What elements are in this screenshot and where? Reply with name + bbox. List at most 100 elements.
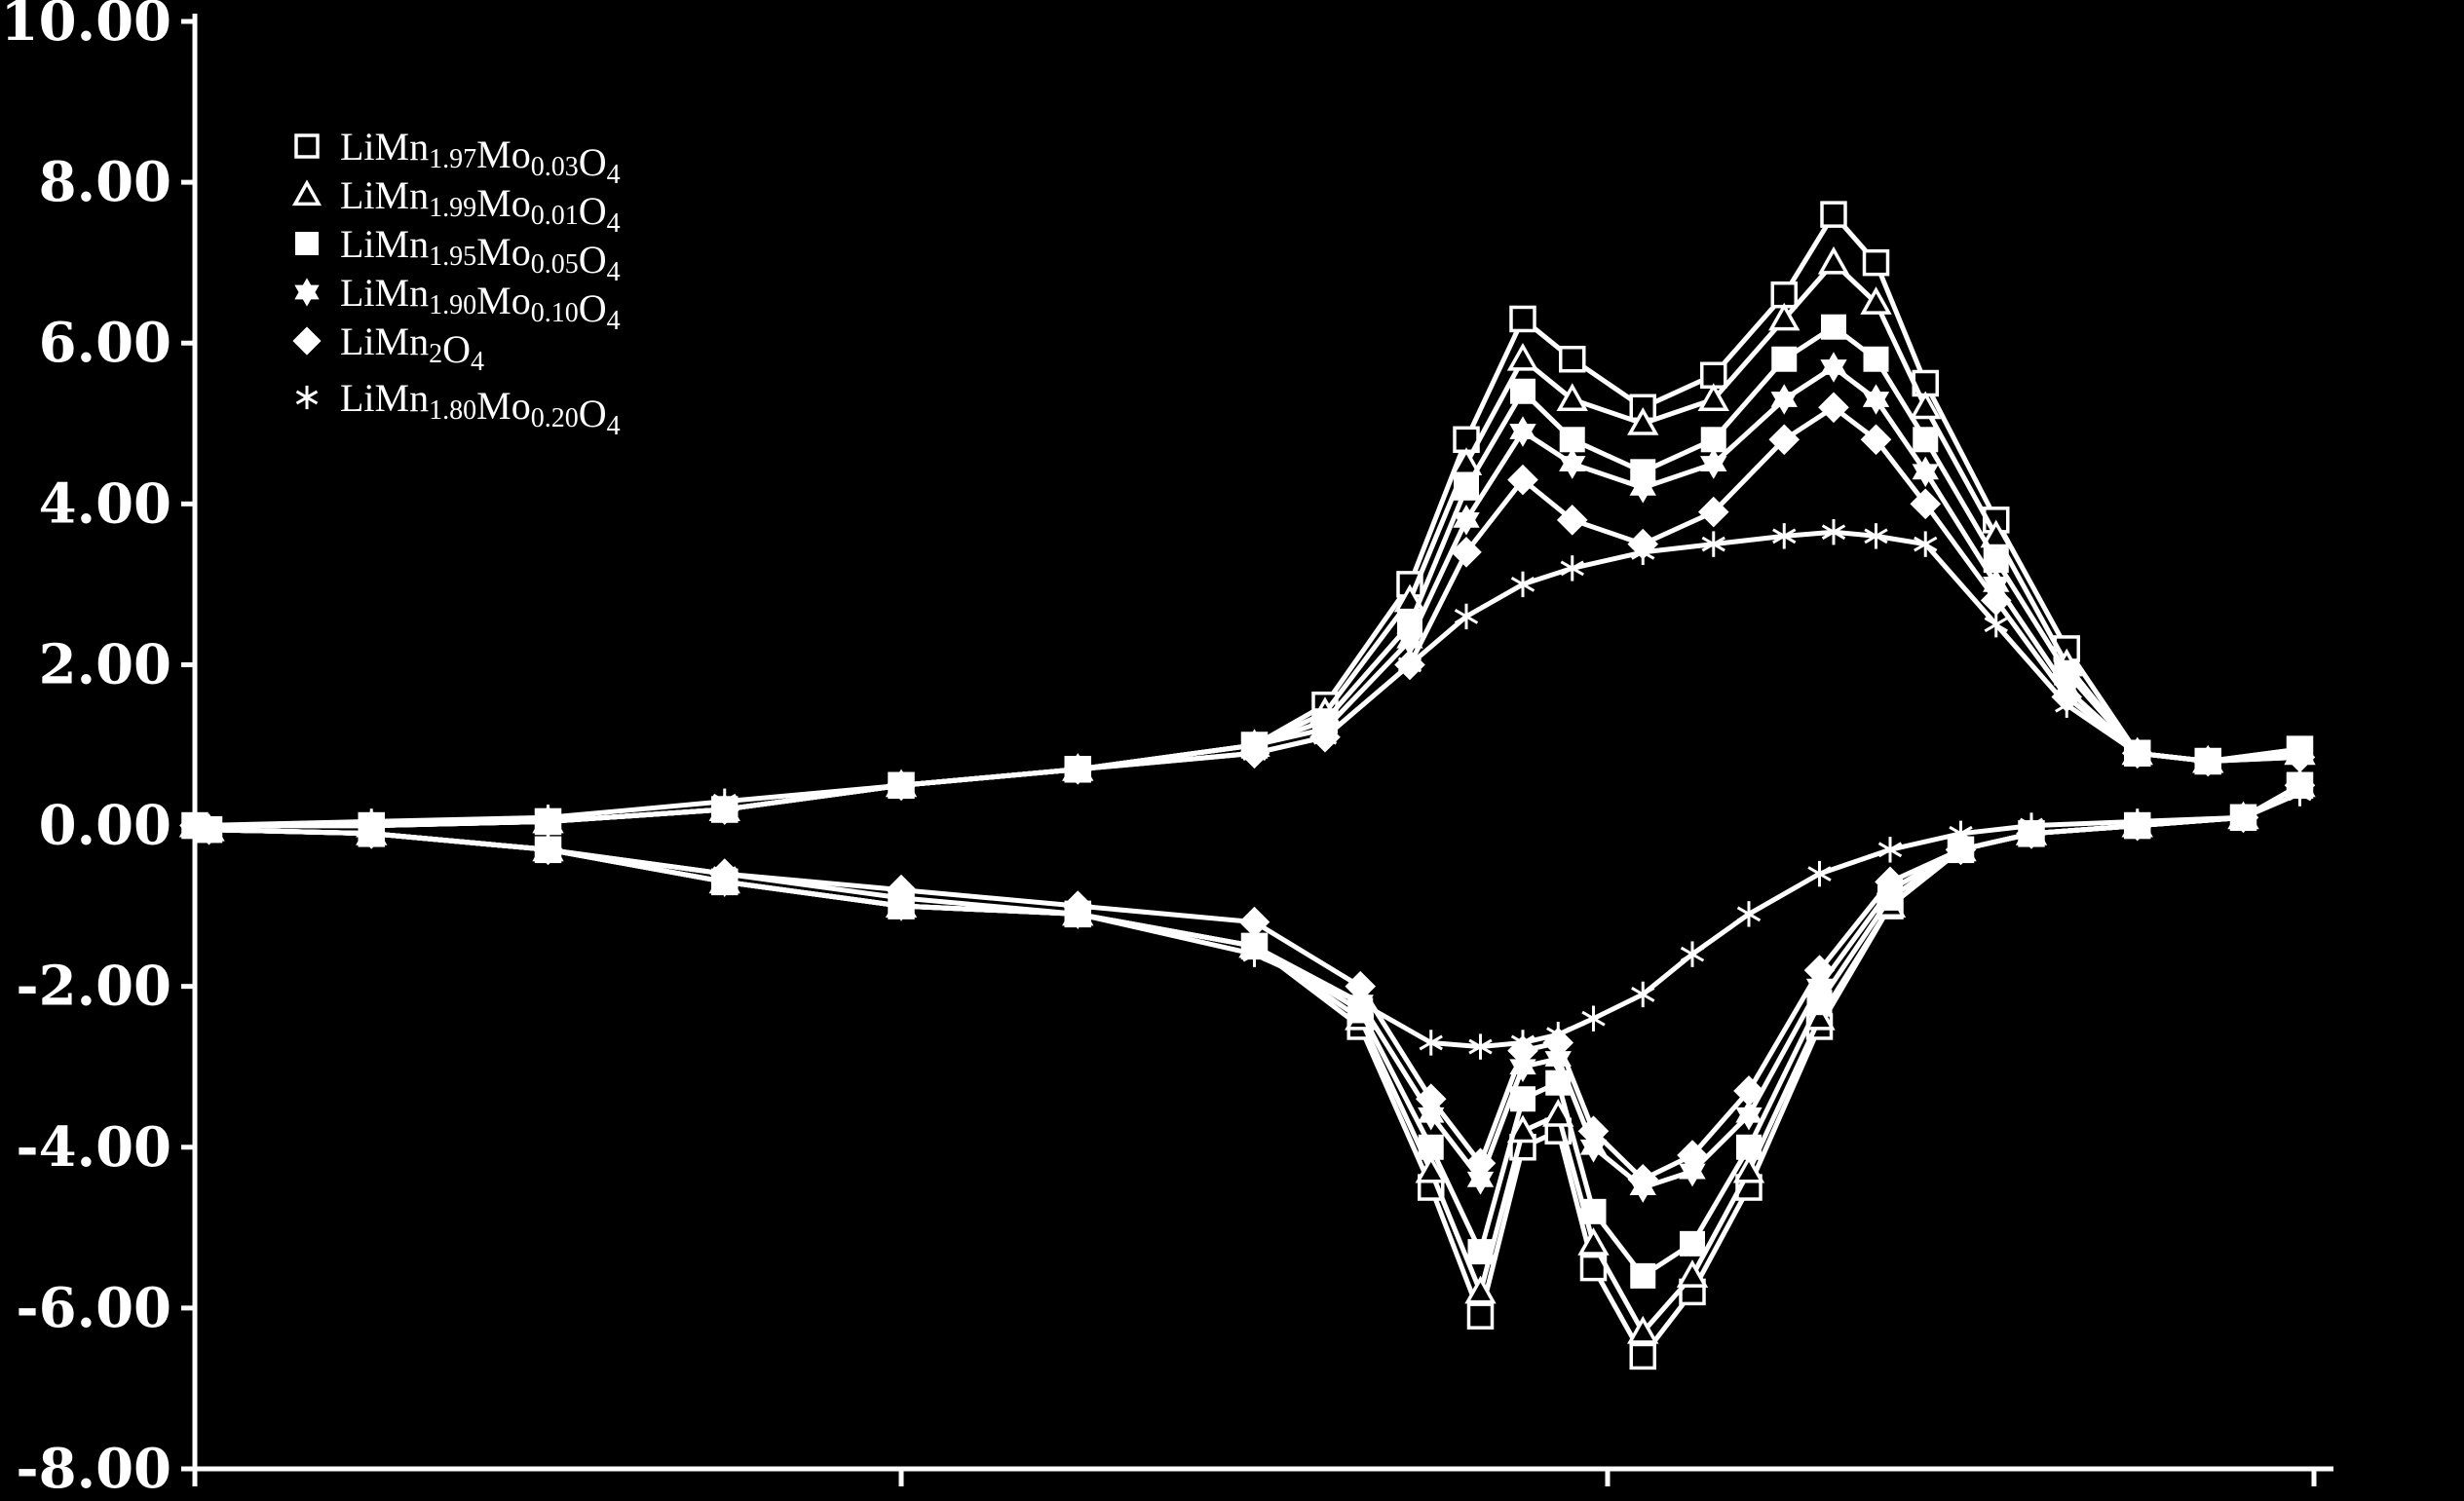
y-tick-label: -4.00 xyxy=(16,1115,171,1180)
series-5-cathodic-point xyxy=(1415,1083,1447,1115)
series-2-cathodic-point xyxy=(1732,1154,1765,1183)
legend-label: LiMn1.90Mo0.10O4 xyxy=(340,271,621,336)
series-6-cathodic-point xyxy=(1581,1005,1606,1032)
series-6-anodic-point xyxy=(1560,555,1584,582)
series-6-anodic-point xyxy=(1984,611,2008,638)
series-6-cathodic-point xyxy=(712,860,737,887)
legend: LiMn1.97Mo0.03O4LiMn1.99Mo0.01O4LiMn1.95… xyxy=(291,125,621,441)
series-5-cathodic-point xyxy=(1677,1140,1708,1171)
series-5-cathodic-point xyxy=(1464,1147,1497,1180)
series-6-cathodic-point xyxy=(2125,808,2149,835)
y-tick-label: 0.00 xyxy=(39,794,171,858)
legend-item: LiMn1.97Mo0.03O4 xyxy=(294,125,621,190)
series-4-anodic-point xyxy=(1862,384,1890,415)
series-3-cathodic-point xyxy=(1580,1198,1607,1224)
series-6-anodic-point xyxy=(1066,756,1090,782)
series-4-anodic-point xyxy=(1629,472,1656,504)
series-6-anodic-point xyxy=(1312,724,1338,750)
series-3-anodic-point xyxy=(1771,346,1798,372)
legend-item: LiMn1.80Mo0.20O4 xyxy=(295,376,621,441)
legend-label: LiMn2O4 xyxy=(340,319,484,377)
series-6-anodic-point xyxy=(1631,539,1655,566)
legend-label: LiMn1.99Mo0.01O4 xyxy=(340,173,621,239)
series-3-anodic-point xyxy=(1913,427,1939,453)
y-tick-label: 10.00 xyxy=(1,0,171,54)
series-3-anodic-point xyxy=(1510,378,1535,404)
series-3-anodic-point xyxy=(1454,474,1479,501)
series-6-anodic-point xyxy=(536,805,560,831)
series-6-anodic-point xyxy=(2288,744,2312,770)
series-2-anodic-point xyxy=(1556,383,1588,411)
series-6-anodic-point xyxy=(1510,571,1535,598)
y-tick-label: -8.00 xyxy=(16,1437,171,1501)
series-5-anodic-point xyxy=(1556,505,1588,536)
series-6-anodic-point xyxy=(1821,519,1846,545)
series-6-cathodic-point xyxy=(1510,1030,1535,1056)
series-6-anodic-point xyxy=(1397,652,1422,678)
y-tick-label: 8.00 xyxy=(39,150,171,214)
series-6-cathodic-point xyxy=(1242,941,1267,967)
series-6-anodic-point xyxy=(712,788,737,814)
series-4-anodic-point xyxy=(1700,448,1727,479)
series-4-anodic-point xyxy=(1912,456,1939,488)
series-3-cathodic-point xyxy=(1418,1134,1444,1160)
legend-item: LiMn1.99Mo0.01O4 xyxy=(291,173,621,239)
legend-marker xyxy=(295,385,319,410)
series-5-anodic-point xyxy=(1768,424,1801,456)
series-4-anodic-point xyxy=(1396,624,1423,657)
series-6-cathodic-point xyxy=(1348,989,1373,1016)
legend-label: LiMn1.97Mo0.03O4 xyxy=(340,125,621,190)
series-3-anodic-point xyxy=(1559,427,1585,453)
series-6-cathodic-point xyxy=(1736,901,1762,927)
series-3-anodic-point xyxy=(1821,314,1846,340)
series-6-anodic-point xyxy=(1864,523,1888,549)
series-6-anodic-point xyxy=(1242,740,1267,767)
series-6 xyxy=(182,519,2312,1060)
series-3-anodic-point xyxy=(1700,427,1726,453)
legend-marker xyxy=(291,179,322,206)
series-6-anodic-point xyxy=(1772,523,1797,549)
series-6-anodic-point xyxy=(1914,531,1938,557)
series-3-cathodic-point xyxy=(1630,1262,1656,1289)
series-4-anodic-point xyxy=(1509,416,1536,447)
y-tick-label: 6.00 xyxy=(39,311,171,375)
series-5-anodic-point xyxy=(1818,392,1849,424)
series-5-cathodic-point xyxy=(1875,866,1906,898)
y-tick-label: 2.00 xyxy=(39,632,171,696)
series-5-anodic-point xyxy=(1451,537,1482,568)
series-4-anodic-point xyxy=(1770,384,1798,415)
series-4-anodic-point xyxy=(1559,448,1586,479)
series-6-cathodic-point xyxy=(1066,901,1090,927)
series-2-anodic-point xyxy=(1910,391,1942,420)
series-6-cathodic-point xyxy=(360,820,384,847)
series-6-anodic-point xyxy=(2196,748,2220,774)
series-5-cathodic-point xyxy=(1627,1163,1659,1195)
y-tick-label: -6.00 xyxy=(16,1276,171,1340)
series-6-cathodic-point xyxy=(2019,812,2044,839)
legend-label: LiMn1.80Mo0.20O4 xyxy=(340,376,621,441)
legend-marker xyxy=(295,232,319,255)
legend-marker xyxy=(294,278,320,307)
series-2-anodic-point xyxy=(1860,286,1892,315)
legend-item: LiMn1.95Mo0.05O4 xyxy=(295,222,621,287)
series-1-cathodic-point xyxy=(1629,1342,1656,1370)
series-2-cathodic-point xyxy=(1415,1154,1447,1183)
series-5-anodic-point xyxy=(1860,424,1892,456)
series-6-anodic-point xyxy=(2125,740,2149,767)
series-6-cathodic-point xyxy=(197,816,221,843)
series-5-cathodic-point xyxy=(1238,906,1270,938)
legend-marker xyxy=(294,133,320,159)
series-layer xyxy=(178,201,2316,1370)
series-6-cathodic-point xyxy=(1546,1022,1571,1048)
axes-layer: 10.00 8.00 6.00 4.00 2.00 0.00 -2.00 -4.00 -6.00… xyxy=(1,0,2333,1501)
series-6-cathodic-point xyxy=(536,837,560,863)
series-2-cathodic-point xyxy=(1676,1259,1709,1288)
series-5-anodic-point xyxy=(1910,488,1942,520)
series-6-cathodic-point xyxy=(2231,805,2256,831)
series-6-cathodic-point xyxy=(1468,1033,1493,1060)
series-3-cathodic-point xyxy=(1736,1134,1762,1160)
legend-item: LiMn2O4 xyxy=(292,319,484,377)
series-1-anodic-point xyxy=(1862,248,1890,277)
series-6-cathodic-point xyxy=(1807,860,1832,887)
